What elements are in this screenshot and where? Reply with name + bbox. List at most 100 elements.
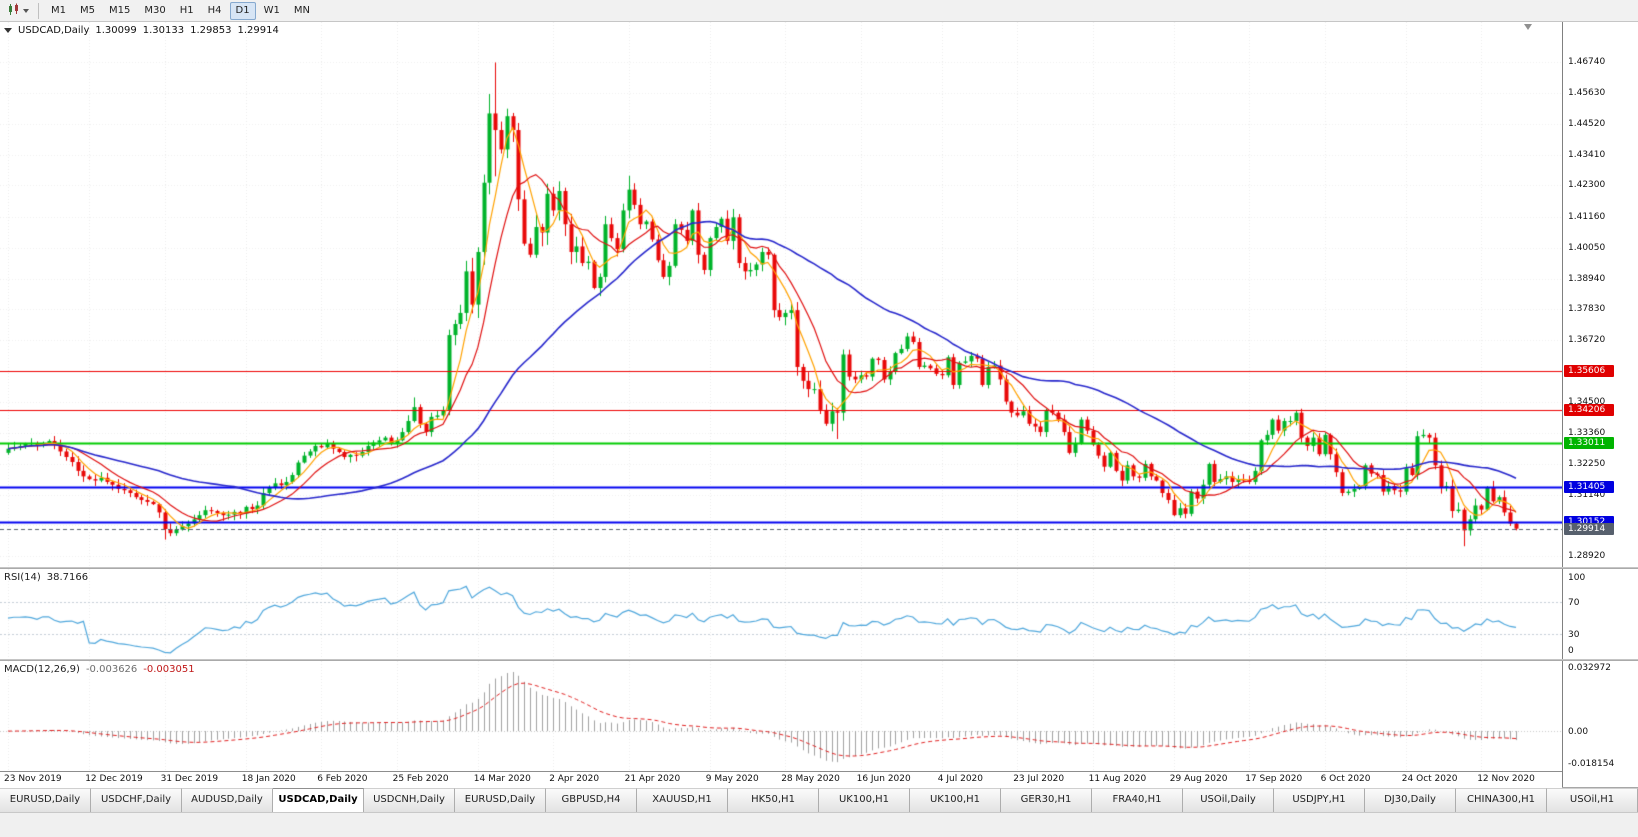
price-tick-label: 1.33360 <box>1568 428 1606 439</box>
price-tick-label: 1.32250 <box>1568 458 1606 469</box>
timeframe-button-m5[interactable]: M5 <box>80 4 95 16</box>
date-label: 6 Oct 2020 <box>1320 774 1371 784</box>
rsi-pane: RSI(14) 38.7166 <box>0 569 1562 659</box>
macd-scale-label: 0.032972 <box>1568 662 1611 673</box>
price-tick-label: 1.36720 <box>1568 335 1606 346</box>
chart-tab[interactable]: EURUSD,Daily <box>455 788 546 812</box>
macd-pane: MACD(12,26,9) -0.003626 -0.003051 <box>0 661 1562 771</box>
level-price-badge: 1.34206 <box>1564 403 1614 416</box>
date-label: 21 Apr 2020 <box>624 774 681 784</box>
date-label: 28 May 2020 <box>781 774 840 784</box>
macd-scale-label: 0.00 <box>1568 727 1589 738</box>
timeframe-toolbar: M1 M5 M15 M30 H1 H4 D1 W1 MN <box>0 0 1638 22</box>
timeframe-buttons: M1 M5 M15 M30 H1 H4 D1 W1 MN <box>45 1 316 20</box>
chart-symbol-label: USDCAD,Daily <box>18 25 90 36</box>
price-tick-label: 1.46740 <box>1568 57 1606 68</box>
chart-tab[interactable]: DJ30,Daily <box>1365 788 1456 812</box>
date-label: 17 Sep 2020 <box>1245 774 1303 784</box>
macd-signal-value: -0.003051 <box>143 664 195 675</box>
price-tick-label: 1.44520 <box>1568 118 1606 129</box>
price-tick-label: 1.43410 <box>1568 149 1606 160</box>
price-tick-label: 1.28920 <box>1568 551 1606 562</box>
timeframe-button-m15[interactable]: M15 <box>109 4 131 16</box>
ohlc-open: 1.30099 <box>95 25 137 36</box>
time-axis[interactable]: 23 Nov 2019 12 Dec 2019 31 Dec 2019 18 Jan … <box>0 771 1562 788</box>
timeframe-button-w1[interactable]: W1 <box>263 4 280 16</box>
price-axis[interactable]: 1.46740 1.45630 1.44520 1.43410 1.42300 1.411… <box>1562 22 1638 787</box>
chart-tab[interactable]: XAUUSD,H1 <box>637 788 728 812</box>
date-label: 12 Nov 2020 <box>1477 774 1535 784</box>
chevron-down-icon[interactable] <box>23 8 29 13</box>
date-label: 9 May 2020 <box>705 774 759 784</box>
chart-tab[interactable]: USDCHF,Daily <box>91 788 182 812</box>
macd-indicator-label: MACD(12,26,9) -0.003626 -0.003051 <box>4 664 195 675</box>
chart-tab[interactable]: EURUSD,Daily <box>0 788 91 812</box>
toolbar-separator <box>38 2 39 19</box>
candlestick-chart-icon[interactable] <box>7 1 21 20</box>
chart-tab[interactable]: USDJPY,H1 <box>1274 788 1365 812</box>
ohlc-low: 1.29853 <box>190 25 232 36</box>
chart-tab[interactable]: GBPUSD,H4 <box>546 788 637 812</box>
rsi-scale-label: 0 <box>1568 646 1574 656</box>
price-tick-label: 1.31140 <box>1568 489 1606 500</box>
price-pane: USDCAD,Daily 1.30099 1.30133 1.29853 1.2… <box>0 22 1562 567</box>
price-tick-label: 1.34500 <box>1568 396 1606 407</box>
price-chart-canvas[interactable] <box>0 22 1562 567</box>
macd-scale-label: -0.018154 <box>1568 759 1615 769</box>
date-label: 16 Jun 2020 <box>856 774 911 784</box>
timeframe-button-h4[interactable]: H4 <box>207 4 222 16</box>
rsi-scale-label: 30 <box>1568 630 1580 641</box>
chart-shift-marker-icon[interactable] <box>1524 24 1532 30</box>
date-label: 24 Oct 2020 <box>1401 774 1458 784</box>
timeframe-button-d1[interactable]: D1 <box>229 1 256 20</box>
level-price-badge: 1.35606 <box>1564 364 1614 377</box>
level-price-badge: 1.33011 <box>1564 436 1614 449</box>
chart-tab[interactable]: AUDUSD,Daily <box>182 788 273 812</box>
macd-main-value: -0.003626 <box>85 664 138 675</box>
collapse-arrow-icon[interactable] <box>4 28 12 33</box>
rsi-indicator-label: RSI(14) 38.7166 <box>4 572 88 583</box>
macd-name: MACD(12,26,9) <box>4 664 80 675</box>
chart-tab[interactable]: UK100,H1 <box>819 788 910 812</box>
ohlc-close: 1.29914 <box>237 25 279 36</box>
chart-tab[interactable]: USOil,H1 <box>1547 788 1638 812</box>
price-tick-label: 1.37830 <box>1568 304 1606 315</box>
chart-tab[interactable]: USOil,Daily <box>1183 788 1274 812</box>
date-label: 25 Feb 2020 <box>392 774 449 784</box>
chart-tabs-bar: EURUSD,Daily USDCHF,Daily AUDUSD,Daily USDC… <box>0 787 1638 812</box>
timeframe-button-m30[interactable]: M30 <box>144 4 166 16</box>
rsi-name: RSI(14) <box>4 572 41 583</box>
timeframe-button-m1[interactable]: M1 <box>51 4 66 16</box>
price-tick-label: 1.38940 <box>1568 273 1606 284</box>
chart-ohlc-readout: USDCAD,Daily 1.30099 1.30133 1.29853 1.2… <box>4 25 279 36</box>
chart-tab[interactable]: UK100,H1 <box>910 788 1001 812</box>
chart-workspace: USDCAD,Daily 1.30099 1.30133 1.29853 1.2… <box>0 22 1638 788</box>
macd-chart-canvas[interactable] <box>0 661 1562 771</box>
date-label: 4 Jul 2020 <box>937 774 984 784</box>
price-tick-label: 1.45630 <box>1568 88 1606 99</box>
pane-splitter[interactable] <box>0 567 1638 569</box>
timeframe-button-mn[interactable]: MN <box>293 4 310 16</box>
chart-tab[interactable]: GER30,H1 <box>1001 788 1092 812</box>
chart-type-group <box>4 1 32 20</box>
rsi-scale-label: 70 <box>1568 597 1580 608</box>
chart-tab[interactable]: FRA40,H1 <box>1092 788 1183 812</box>
rsi-scale-label: 100 <box>1568 573 1586 584</box>
price-tick-label: 1.42300 <box>1568 180 1606 191</box>
chart-tab[interactable]: USDCNH,Daily <box>364 788 455 812</box>
rsi-chart-canvas[interactable] <box>0 569 1562 659</box>
pane-splitter[interactable] <box>0 659 1638 661</box>
rsi-value: 38.7166 <box>46 572 89 583</box>
bid-price-badge: 1.29914 <box>1564 522 1614 535</box>
chart-tab[interactable]: HK50,H1 <box>728 788 819 812</box>
level-price-badge: 1.31405 <box>1564 481 1614 494</box>
date-label: 14 Mar 2020 <box>473 774 531 784</box>
chart-tab[interactable]: USDCAD,Daily <box>273 788 364 812</box>
date-label: 23 Jul 2020 <box>1013 774 1065 784</box>
status-bar <box>0 812 1638 837</box>
price-tick-label: 1.41160 <box>1568 212 1606 223</box>
date-label: 12 Dec 2019 <box>85 774 143 784</box>
timeframe-button-h1[interactable]: H1 <box>179 4 194 16</box>
chart-tab[interactable]: CHINA300,H1 <box>1456 788 1547 812</box>
